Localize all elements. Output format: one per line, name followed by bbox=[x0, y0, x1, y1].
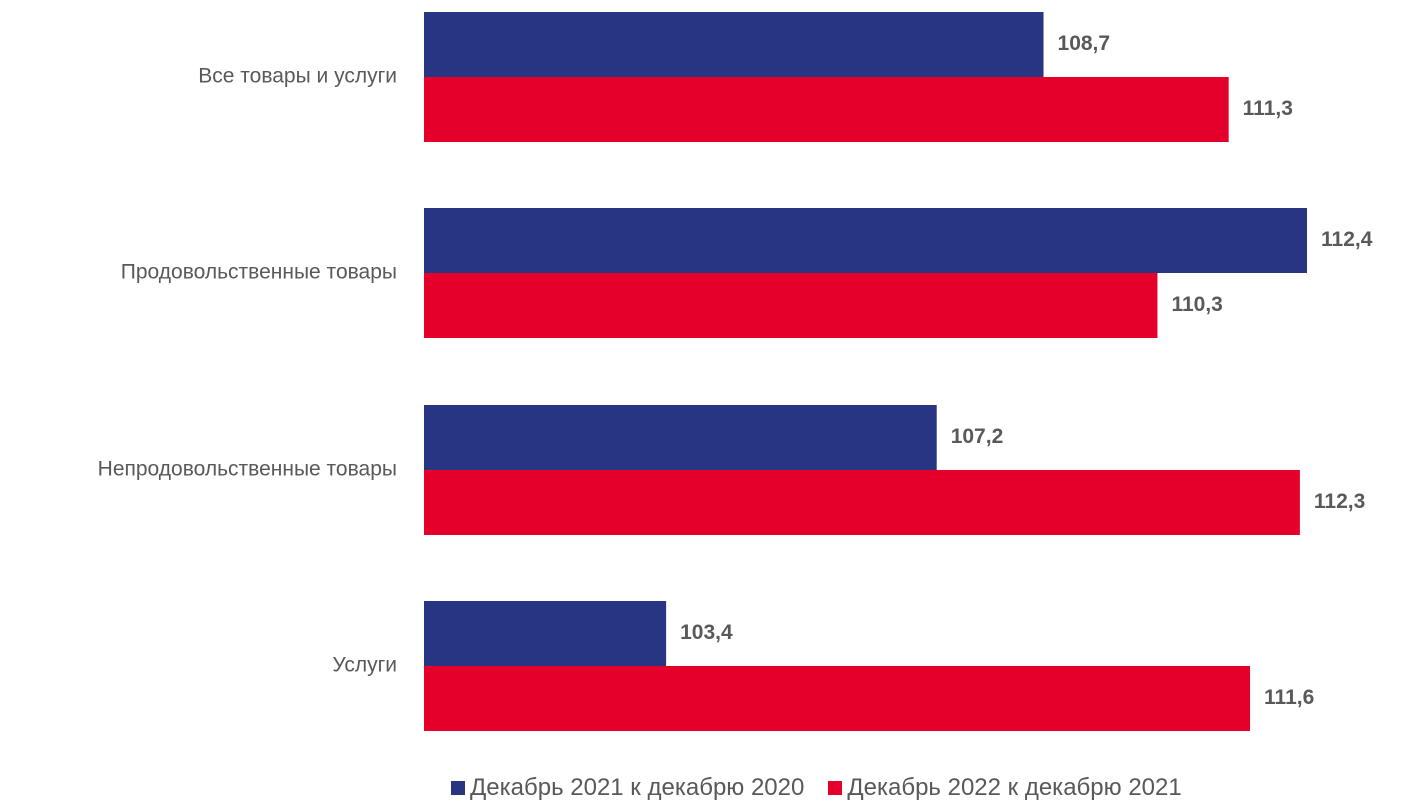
category-label: Непродовольственные товары bbox=[98, 458, 397, 481]
bar-series-2 bbox=[424, 273, 1158, 338]
bar-series-1 bbox=[424, 12, 1044, 77]
legend-item-series-1: Декабрь 2021 к декабрю 2020 bbox=[451, 774, 804, 802]
legend: Декабрь 2021 к декабрю 2020 Декабрь 2022… bbox=[0, 770, 1419, 806]
bar-series-2 bbox=[424, 77, 1229, 142]
data-label-series-2: 111,3 bbox=[1243, 97, 1293, 120]
category-label: Все товары и услуги bbox=[198, 65, 397, 88]
data-label-series-2: 110,3 bbox=[1171, 293, 1222, 316]
legend-swatch-series-2 bbox=[828, 781, 843, 795]
category-label: Услуги bbox=[332, 654, 397, 677]
legend-label-series-2: Декабрь 2022 к декабрю 2021 bbox=[847, 774, 1182, 801]
bar-series-1 bbox=[424, 405, 937, 470]
data-label-series-1: 103,4 bbox=[680, 621, 733, 644]
data-label-series-1: 108,7 bbox=[1058, 32, 1111, 55]
data-label-series-1: 107,2 bbox=[951, 425, 1004, 448]
labels-layer: Все товары и услуги 108,7 111,3 Продовольст… bbox=[98, 32, 1373, 709]
data-label-series-1: 112,4 bbox=[1321, 228, 1373, 251]
category-label: Продовольственные товары bbox=[121, 261, 397, 284]
legend-item-series-2: Декабрь 2022 к декабрю 2021 bbox=[828, 774, 1182, 802]
bar-series-1 bbox=[424, 208, 1307, 273]
bar-series-1 bbox=[424, 601, 667, 666]
legend-swatch-series-1 bbox=[451, 781, 465, 795]
data-label-series-2: 112,3 bbox=[1314, 490, 1365, 513]
legend-label-series-1: Декабрь 2021 к декабрю 2020 bbox=[470, 774, 805, 801]
data-label-series-2: 111,6 bbox=[1264, 686, 1314, 709]
bar-series-2 bbox=[424, 666, 1251, 731]
bar-series-2 bbox=[424, 470, 1300, 535]
bars-layer bbox=[424, 12, 1307, 731]
